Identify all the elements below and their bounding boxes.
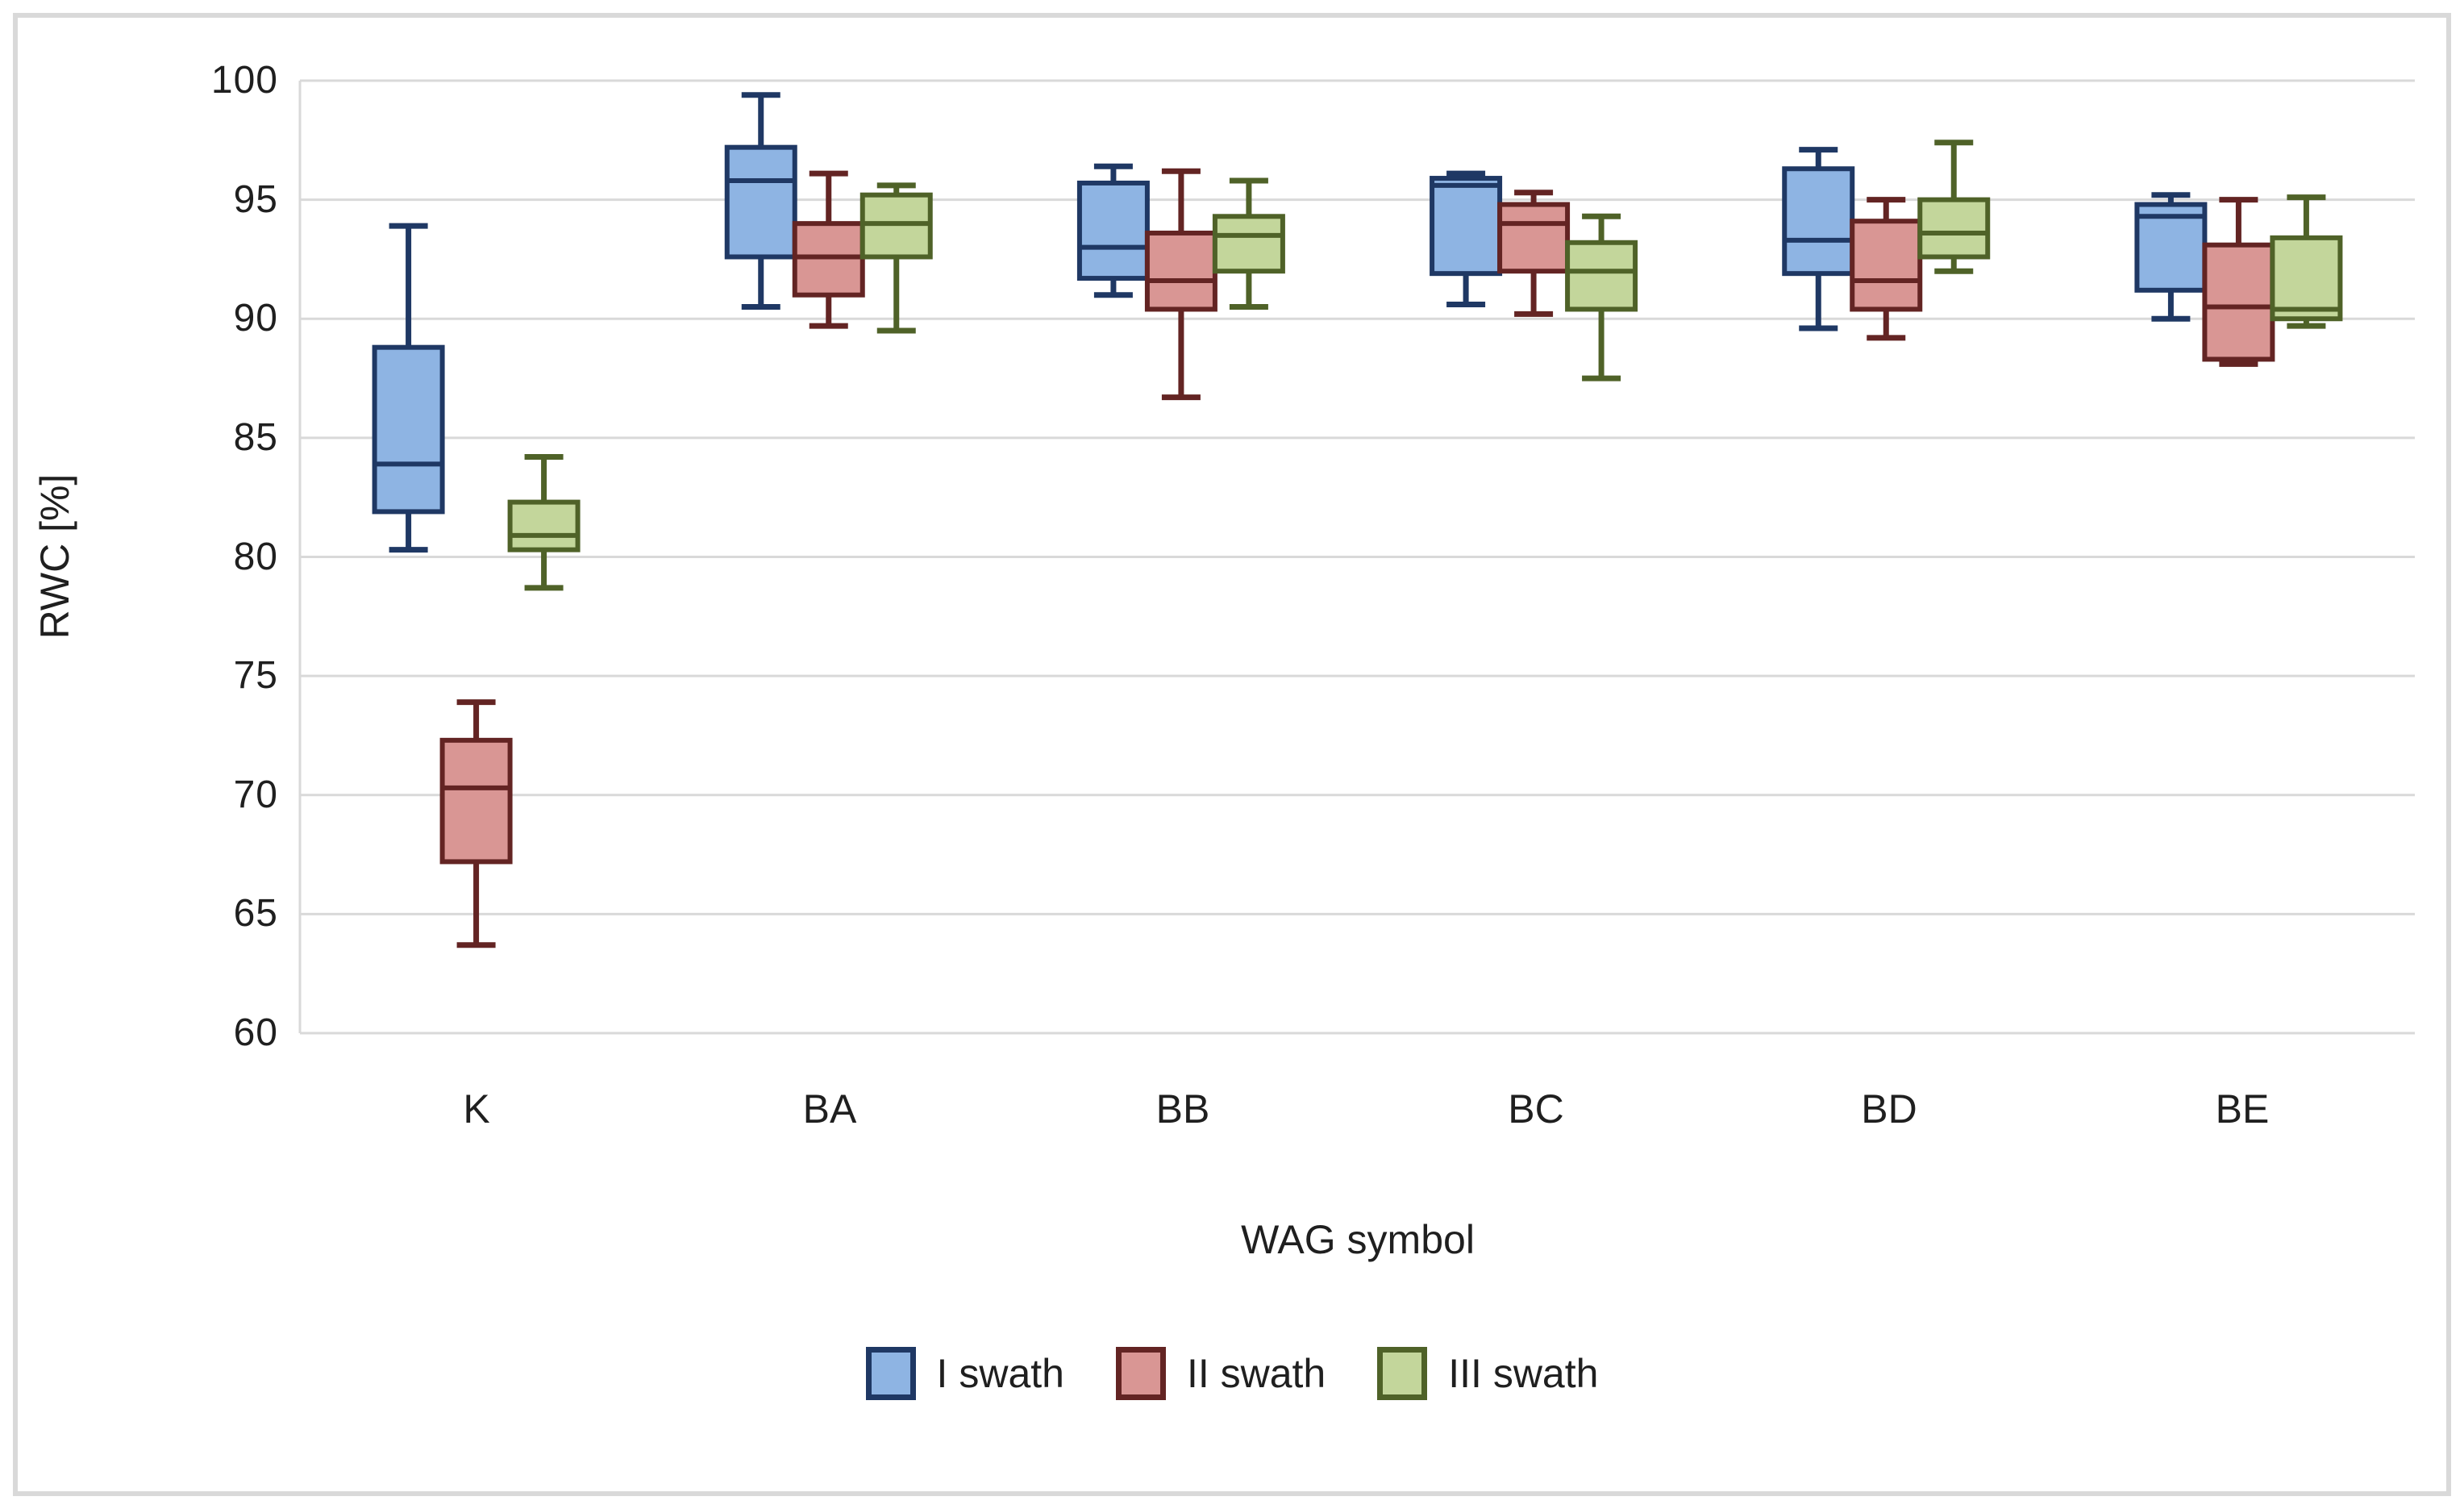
x-tick-label-BE: BE xyxy=(2215,1086,2270,1132)
legend: I swath II swath III swath xyxy=(0,1327,2464,1420)
legend-swatch-ii-swath-icon xyxy=(1115,1347,1166,1400)
legend-label: II swath xyxy=(1186,1351,1326,1396)
y-tick-label: 85 xyxy=(233,416,278,459)
legend-label: I swath xyxy=(936,1351,1064,1396)
x-tick-label-BA: BA xyxy=(802,1086,857,1132)
box-BA-I-swath xyxy=(724,92,797,310)
y-tick-label: 70 xyxy=(233,773,278,816)
x-tick-label-K: K xyxy=(463,1086,490,1132)
box-BE-I-swath xyxy=(2134,192,2208,322)
y-axis-title: RWC [%] xyxy=(32,473,77,640)
box-K-I-swath xyxy=(372,223,445,553)
y-tick-label: 90 xyxy=(233,297,278,340)
x-axis-title: WAG symbol xyxy=(1241,1217,1475,1262)
box-BB-I-swath xyxy=(1076,163,1150,298)
x-tick-label-BD: BD xyxy=(1861,1086,1917,1132)
x-tick-label-BB: BB xyxy=(1155,1086,1210,1132)
y-tick-label: 100 xyxy=(210,59,278,102)
box-BC-I-swath xyxy=(1430,170,1503,308)
y-tick-label: 95 xyxy=(233,178,278,221)
box-K-III-swath xyxy=(507,453,581,591)
box-BB-III-swath xyxy=(1212,177,1285,310)
legend-swatch-iii-swath-icon xyxy=(1377,1347,1428,1400)
legend-item-ii-swath: II swath xyxy=(1115,1347,1326,1400)
box-BD-II-swath xyxy=(1850,197,1923,341)
y-tick-label: 65 xyxy=(233,892,278,935)
y-tick-label: 75 xyxy=(233,654,278,697)
box-BA-II-swath xyxy=(792,170,865,329)
box-K-II-swath xyxy=(439,699,513,948)
box-BB-II-swath xyxy=(1144,168,1217,401)
y-tick-label: 60 xyxy=(233,1011,278,1054)
legend-item-i-swath: I swath xyxy=(865,1347,1064,1400)
legend-label: III swath xyxy=(1448,1351,1599,1396)
box-BD-III-swath xyxy=(1917,140,1991,274)
x-tick-label-BC: BC xyxy=(1508,1086,1564,1132)
box-BD-I-swath xyxy=(1782,147,1855,331)
legend-swatch-i-swath-icon xyxy=(865,1347,916,1400)
box-BE-III-swath xyxy=(2270,194,2343,329)
y-tick-label: 80 xyxy=(233,536,278,578)
box-BC-III-swath xyxy=(1565,213,1638,381)
box-BE-II-swath xyxy=(2202,197,2275,367)
box-BA-III-swath xyxy=(859,182,933,334)
box-BC-II-swath xyxy=(1497,190,1571,317)
legend-item-iii-swath: III swath xyxy=(1377,1347,1598,1400)
